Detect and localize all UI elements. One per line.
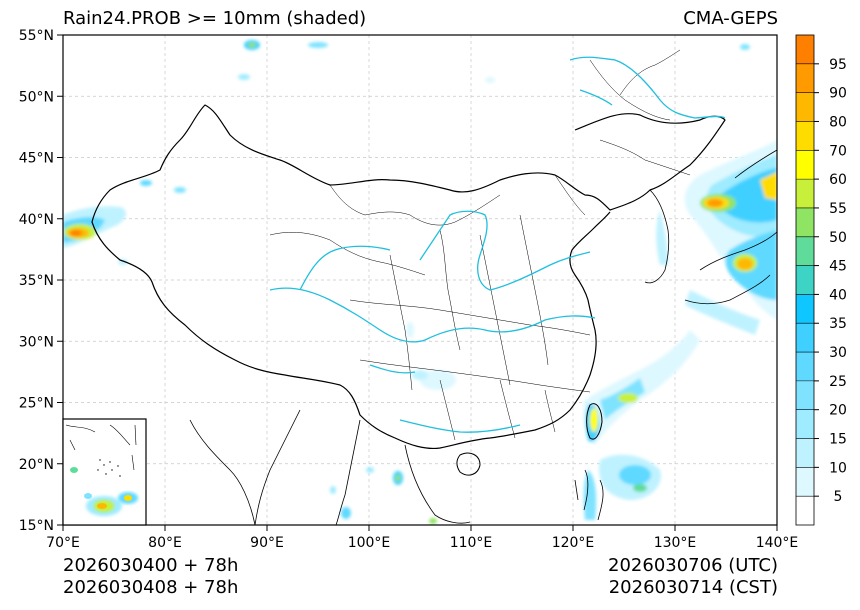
colorbar-swatch	[796, 265, 814, 295]
colorbar-swatch	[796, 179, 814, 208]
latitude-labels: 15°N 20°N 25°N 30°N 35°N 40°N 45°N 50°N 55°N	[19, 28, 54, 534]
colorbar-swatch	[796, 352, 814, 381]
colorbar-swatch	[796, 150, 814, 180]
colorbar-label: 90	[829, 86, 847, 102]
lat-tick-label: 20°N	[19, 457, 54, 473]
colorbar-swatch	[796, 207, 814, 237]
lat-tick-label: 55°N	[19, 28, 54, 44]
lat-tick-label: 50°N	[19, 89, 54, 105]
lon-tick-label: 140°E	[756, 535, 799, 551]
colorbar-label: 30	[829, 345, 847, 361]
colorbar-label: 55	[829, 201, 847, 217]
colorbar-label: 10	[829, 460, 847, 476]
colorbar-label: 15	[829, 432, 847, 448]
colorbar-label: 40	[829, 287, 847, 303]
colorbar-swatch	[796, 121, 814, 151]
colorbar-swatch	[796, 294, 814, 324]
valid-time-cst: 2026030714 (CST)	[608, 577, 778, 598]
lat-tick-label: 30°N	[19, 334, 54, 350]
lat-tick-label: 45°N	[19, 151, 54, 167]
colorbar-label: 60	[829, 172, 847, 188]
longitude-labels: 70°E 80°E 90°E 100°E 110°E 120°E 130°E 140°E	[46, 535, 798, 551]
lat-tick-label: 15°N	[19, 518, 54, 534]
colorbar-swatch	[796, 467, 814, 497]
colorbar-label: 25	[829, 374, 847, 390]
colorbar-swatch	[796, 63, 814, 93]
colorbar-label: 20	[829, 403, 847, 419]
colorbar-swatch	[796, 35, 814, 64]
colorbar-swatch	[796, 380, 814, 410]
valid-time-utc: 2026030706 (UTC)	[608, 555, 778, 576]
colorbar-swatch	[796, 409, 814, 439]
lon-tick-label: 110°E	[450, 535, 493, 551]
lat-tick-label: 40°N	[19, 212, 54, 228]
map-title: Rain24.PROB >= 10mm (shaded)	[63, 8, 367, 29]
colorbar-swatch	[796, 496, 814, 525]
model-name: CMA-GEPS	[683, 8, 778, 29]
axis-ticks	[57, 34, 778, 531]
lat-tick-label: 35°N	[19, 273, 54, 289]
lon-tick-label: 100°E	[348, 535, 391, 551]
colorbar-swatch	[796, 323, 814, 353]
national-borders	[91, 49, 777, 525]
colorbar-swatch	[796, 92, 814, 122]
lon-tick-label: 90°E	[250, 535, 284, 551]
colorbar-label: 70	[829, 143, 847, 159]
south-china-sea-inset	[62, 418, 147, 526]
lon-tick-label: 130°E	[654, 535, 697, 551]
colorbar-label: 35	[829, 316, 847, 332]
lon-tick-label: 80°E	[148, 535, 182, 551]
init-time-utc: 2026030400 + 78h	[63, 555, 239, 576]
colorbar-label: 80	[829, 114, 847, 130]
lon-tick-label: 70°E	[46, 535, 80, 551]
colorbar-label: 5	[834, 489, 843, 505]
colorbar-swatch	[796, 438, 814, 468]
colorbar: 5 10 15 20 25 30 35 40 45 50 55 60 70 80 90 95	[795, 34, 847, 526]
colorbar-label: 95	[829, 57, 847, 73]
colorbar-swatch	[796, 236, 814, 266]
colorbar-frame	[795, 34, 815, 526]
init-time-cst: 2026030408 + 78h	[63, 577, 239, 598]
colorbar-label: 45	[829, 259, 847, 275]
rivers	[269, 56, 726, 433]
lon-tick-label: 120°E	[552, 535, 595, 551]
lat-tick-label: 25°N	[19, 396, 54, 412]
colorbar-label: 50	[829, 230, 847, 246]
